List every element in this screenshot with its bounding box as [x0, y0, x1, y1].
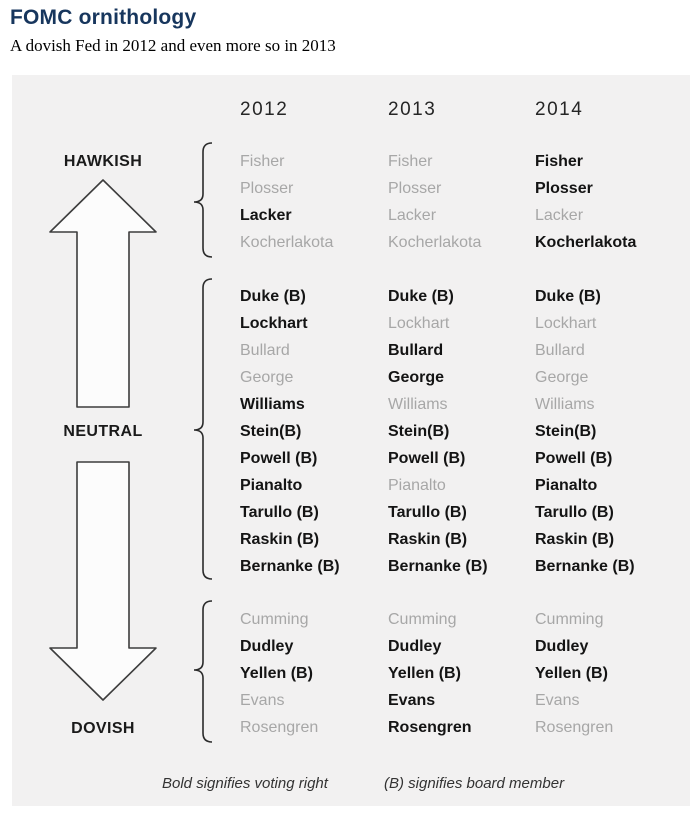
legend-board-note: (B) signifies board member	[384, 775, 565, 792]
member-column-dovish-2013: Cumming Dudley Yellen (B) Evans Rosengren	[388, 606, 472, 741]
member-name: George	[240, 369, 294, 386]
member-name: Fisher	[388, 153, 433, 170]
chart-subtitle: A dovish Fed in 2012 and even more so in…	[10, 36, 336, 55]
member-name: Stein(B)	[535, 423, 597, 440]
member-name: Evans	[240, 692, 285, 709]
member-name: Kocherlakota	[240, 234, 334, 251]
member-name: Lacker	[388, 207, 437, 224]
member-name: Raskin (B)	[535, 531, 615, 548]
column-header-2014: 2014	[535, 99, 584, 120]
member-name: Powell (B)	[535, 450, 613, 467]
member-name: Bernanke (B)	[388, 558, 488, 575]
member-name: Rosengren	[240, 719, 319, 736]
member-column-neutral-2014: Duke (B) Lockhart Bullard George Williams Ste…	[535, 283, 635, 580]
member-column-dovish-2014: Cumming Dudley Yellen (B) Evans Rosengren	[535, 606, 613, 741]
member-name: Tarullo (B)	[240, 504, 319, 521]
member-name: Yellen (B)	[240, 665, 313, 682]
member-name: Lacker	[240, 207, 292, 224]
member-name: Lockhart	[388, 315, 450, 332]
member-name: Yellen (B)	[388, 665, 461, 682]
member-name: Duke (B)	[240, 288, 306, 305]
neutral-brace	[193, 278, 213, 580]
member-name: Tarullo (B)	[388, 504, 467, 521]
page-title: FOMC ornithology	[10, 6, 197, 29]
down-arrow-icon	[49, 461, 157, 701]
member-name: Pianalto	[535, 477, 598, 494]
member-column-neutral-2012: Duke (B) Lockhart Bullard George Williams Ste…	[240, 283, 340, 580]
member-name: Raskin (B)	[388, 531, 468, 548]
member-name: Bullard	[388, 342, 444, 359]
member-name: Bullard	[240, 342, 290, 359]
member-name: Bullard	[535, 342, 585, 359]
member-name: Cumming	[240, 611, 309, 628]
member-name: Lacker	[535, 207, 584, 224]
member-name: Dudley	[240, 638, 294, 655]
member-name: Rosengren	[388, 719, 472, 736]
member-name: Stein(B)	[388, 423, 450, 440]
column-header-2012: 2012	[240, 99, 289, 120]
member-name: Powell (B)	[240, 450, 318, 467]
member-name: Duke (B)	[388, 288, 454, 305]
hawkish-dovish-axis-arrows	[49, 179, 157, 701]
member-name: Bernanke (B)	[535, 558, 635, 575]
member-name: Stein(B)	[240, 423, 302, 440]
member-name: Cumming	[388, 611, 457, 628]
member-name: Yellen (B)	[535, 665, 608, 682]
axis-label-hawkish: HAWKISH	[63, 153, 143, 170]
member-column-dovish-2012: Cumming Dudley Yellen (B) Evans Rosengren	[240, 606, 318, 741]
member-name: Powell (B)	[388, 450, 466, 467]
member-column-hawkish-2012: Fisher Plosser Lacker Kocherlakota	[240, 148, 333, 256]
member-name: Duke (B)	[535, 288, 601, 305]
member-column-hawkish-2013: Fisher Plosser Lacker Kocherlakota	[388, 148, 481, 256]
legend-bold-note: Bold signifies voting right	[162, 775, 328, 792]
member-name: Rosengren	[535, 719, 614, 736]
member-name: George	[388, 369, 445, 386]
member-name: Plosser	[388, 180, 442, 197]
member-name: Plosser	[240, 180, 294, 197]
member-name: Pianalto	[240, 477, 303, 494]
member-name: Bernanke (B)	[240, 558, 340, 575]
member-name: Fisher	[240, 153, 285, 170]
member-name: Evans	[388, 692, 436, 709]
member-name: Williams	[535, 396, 595, 413]
hawkish-brace	[193, 142, 213, 258]
dovish-brace	[193, 600, 213, 743]
member-name: Williams	[388, 396, 448, 413]
member-name: Williams	[240, 396, 305, 413]
member-name: Kocherlakota	[535, 234, 637, 251]
member-name: Plosser	[535, 180, 593, 197]
member-name: George	[535, 369, 589, 386]
member-name: Tarullo (B)	[535, 504, 614, 521]
member-name: Dudley	[388, 638, 442, 655]
member-name: Kocherlakota	[388, 234, 482, 251]
axis-label-neutral: NEUTRAL	[63, 423, 143, 440]
member-name: Lockhart	[535, 315, 597, 332]
member-name: Cumming	[535, 611, 604, 628]
member-name: Dudley	[535, 638, 589, 655]
member-name: Lockhart	[240, 315, 308, 332]
up-arrow-icon	[49, 179, 157, 408]
column-header-2013: 2013	[388, 99, 437, 120]
chart-panel: 2012 2013 2014 HAWKISH NEUTRAL DOVISH Fi…	[12, 75, 690, 806]
member-name: Pianalto	[388, 477, 446, 494]
member-name: Fisher	[535, 153, 584, 170]
member-name: Evans	[535, 692, 580, 709]
member-column-neutral-2013: Duke (B) Lockhart Bullard George Williams Ste…	[388, 283, 488, 580]
member-column-hawkish-2014: Fisher Plosser Lacker Kocherlakota	[535, 148, 636, 256]
axis-label-dovish: DOVISH	[71, 720, 135, 737]
member-name: Raskin (B)	[240, 531, 320, 548]
